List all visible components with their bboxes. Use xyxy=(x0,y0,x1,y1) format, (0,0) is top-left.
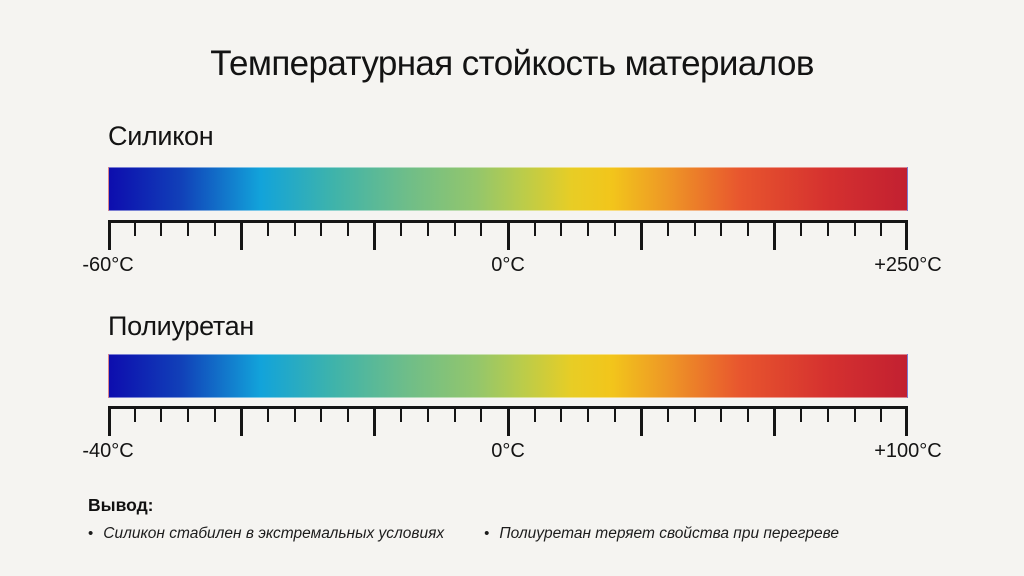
scale-mid-label: 0°C xyxy=(491,440,525,462)
scale-min-label: -60°C xyxy=(82,254,134,276)
scale-mid-label: 0°C xyxy=(491,254,525,276)
major-tick xyxy=(373,223,377,250)
bullet-text: Полиуретан теряет свойства при перегреве xyxy=(499,525,840,542)
page-title: Температурная стойкость материалов xyxy=(210,44,814,83)
minor-tick xyxy=(693,223,696,236)
minor-tick xyxy=(613,223,616,236)
minor-tick xyxy=(747,223,749,236)
minor-tick xyxy=(213,223,216,236)
major-tick xyxy=(108,223,111,250)
minor-tick xyxy=(533,223,536,236)
scale-labels-polyurethane: -40°C 0°C +100°C xyxy=(82,440,941,464)
minor-tick xyxy=(853,409,856,422)
minor-tick xyxy=(213,409,216,422)
major-tick xyxy=(506,409,510,436)
minor-tick xyxy=(400,409,403,422)
minor-tick xyxy=(880,409,883,422)
minor-tick xyxy=(133,223,136,236)
minor-tick xyxy=(560,409,563,422)
minor-tick xyxy=(533,409,536,422)
conclusion-bullet-list: • Силикон стабилен в экстремальных услов… xyxy=(88,525,839,543)
major-tick xyxy=(773,409,777,436)
minor-tick xyxy=(400,223,403,236)
major-tick xyxy=(506,223,510,250)
scale-min-label: -40°C xyxy=(82,440,134,462)
minor-tick xyxy=(453,223,456,236)
minor-tick xyxy=(453,409,456,422)
minor-tick xyxy=(267,223,269,236)
temperature-gradient-bar-polyurethane xyxy=(108,354,908,398)
minor-tick xyxy=(347,409,349,422)
scale-max-label: +250°C xyxy=(874,254,942,276)
major-tick xyxy=(239,409,243,436)
minor-tick xyxy=(720,409,723,422)
scale-max-label: +100°C xyxy=(874,440,942,462)
major-tick xyxy=(773,223,777,250)
major-tick xyxy=(108,409,111,436)
minor-tick xyxy=(880,223,883,236)
minor-tick xyxy=(480,409,483,422)
minor-tick xyxy=(853,223,856,236)
minor-tick xyxy=(560,223,563,236)
minor-tick xyxy=(320,223,323,236)
minor-tick xyxy=(827,409,829,422)
minor-tick xyxy=(427,223,429,236)
minor-tick xyxy=(480,223,483,236)
temperature-gradient-bar-silicone xyxy=(108,167,908,211)
material-label-polyurethane: Полиуретан xyxy=(108,311,254,341)
minor-tick xyxy=(800,409,803,422)
conclusion-heading: Вывод: xyxy=(88,495,154,515)
minor-tick xyxy=(587,409,589,422)
bullet-icon: • xyxy=(88,525,94,542)
minor-tick xyxy=(160,409,163,422)
minor-tick xyxy=(827,223,829,236)
minor-tick xyxy=(133,409,136,422)
major-tick xyxy=(373,409,377,436)
major-tick xyxy=(639,409,643,436)
minor-tick xyxy=(187,223,189,236)
minor-tick xyxy=(747,409,749,422)
minor-tick xyxy=(320,409,323,422)
minor-tick xyxy=(587,223,589,236)
minor-tick xyxy=(613,409,616,422)
minor-tick xyxy=(160,223,163,236)
bullet-icon: • xyxy=(484,525,490,542)
major-tick xyxy=(905,409,908,436)
minor-tick xyxy=(293,409,296,422)
major-tick xyxy=(905,223,908,250)
list-item: • Полиуретан теряет свойства при перегре… xyxy=(484,525,839,543)
minor-tick xyxy=(693,409,696,422)
temperature-ruler-polyurethane xyxy=(108,406,908,438)
bullet-text: Силикон стабилен в экстремальных условия… xyxy=(103,525,445,542)
material-label-silicone: Силикон xyxy=(108,121,214,151)
minor-tick xyxy=(667,409,669,422)
list-item: • Силикон стабилен в экстремальных услов… xyxy=(88,525,444,543)
temperature-ruler-silicone xyxy=(108,220,908,252)
scale-labels-silicone: -60°C 0°C +250°C xyxy=(82,254,941,278)
minor-tick xyxy=(293,223,296,236)
minor-tick xyxy=(347,223,349,236)
minor-tick xyxy=(667,223,669,236)
minor-tick xyxy=(800,223,803,236)
minor-tick xyxy=(720,223,723,236)
major-tick xyxy=(639,223,643,250)
minor-tick xyxy=(187,409,189,422)
minor-tick xyxy=(267,409,269,422)
major-tick xyxy=(239,223,243,250)
minor-tick xyxy=(427,409,429,422)
